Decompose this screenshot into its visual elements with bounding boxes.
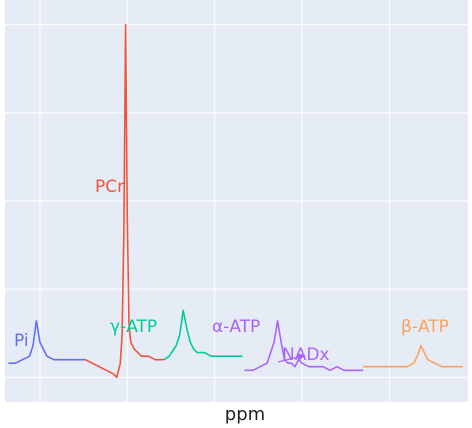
series-line-1: [85, 23, 164, 379]
peak-label-5: β-ATP: [401, 317, 449, 337]
nadx-arrow: [277, 353, 306, 363]
spectrum-traces: [8, 23, 463, 379]
series-line-4: [363, 344, 463, 368]
peak-label-0: Pi: [14, 331, 29, 351]
peak-label-2: γ-ATP: [110, 317, 157, 337]
series-line-2: [163, 309, 243, 361]
x-axis-title: ppm: [225, 404, 265, 425]
peak-label-3: α-ATP: [212, 317, 260, 337]
peak-label-4: NADx: [282, 345, 330, 365]
series-line-0: [8, 320, 86, 365]
series-line-3: [244, 320, 364, 372]
peak-label-1: PCr: [95, 177, 124, 197]
peak-annotations: Pi PCr γ-ATP α-ATP NADx β-ATP: [14, 177, 449, 365]
